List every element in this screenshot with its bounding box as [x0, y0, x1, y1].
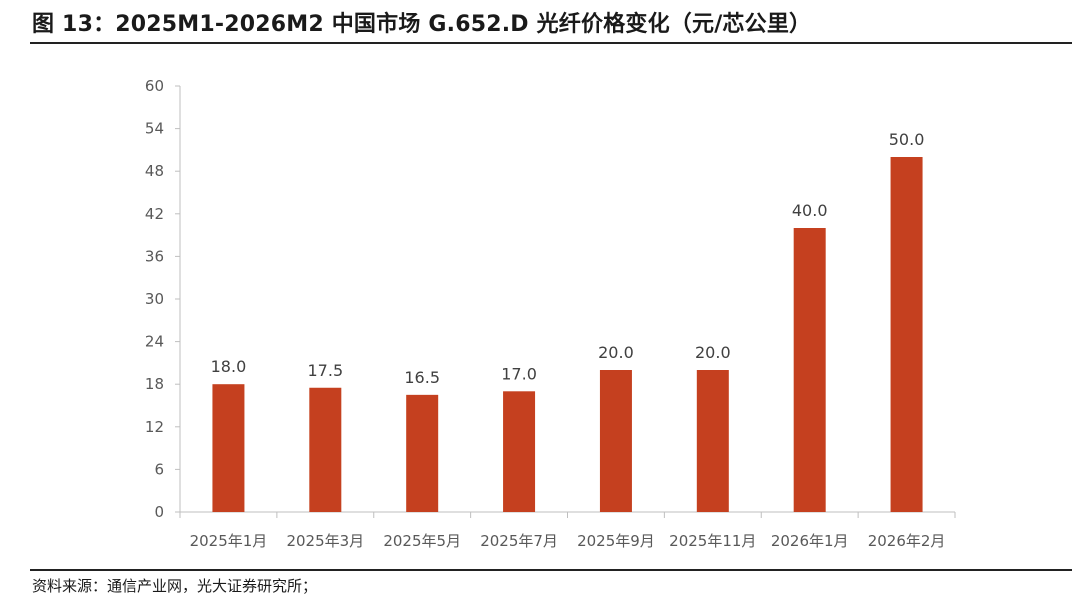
x-tick-label: 2026年1月: [771, 532, 849, 550]
x-tick-label: 2025年1月: [190, 532, 268, 550]
bar: [890, 157, 923, 512]
x-tick-label: 2026年2月: [868, 532, 946, 550]
y-tick-label: 18: [145, 375, 164, 393]
x-tick-label: 2025年5月: [383, 532, 461, 550]
y-tick-label: 12: [145, 418, 164, 436]
y-tick-label: 42: [145, 205, 164, 223]
x-tick-label: 2025年9月: [577, 532, 655, 550]
y-tick-label: 30: [145, 290, 164, 308]
bar-series: [212, 157, 923, 512]
x-tick-label: 2025年7月: [480, 532, 558, 550]
data-label: 40.0: [792, 201, 828, 220]
data-label: 18.0: [211, 357, 247, 376]
y-tick-label: 6: [154, 460, 164, 478]
data-label: 17.5: [308, 361, 344, 380]
data-label: 50.0: [889, 130, 925, 149]
x-axis: 2025年1月 2025年3月 2025年5月 2025年7月 2025年9月 2025年…: [179, 511, 956, 550]
data-label: 17.0: [501, 364, 537, 383]
bar: [406, 394, 439, 512]
y-tick-label: 48: [145, 162, 164, 180]
y-tick-label: 24: [145, 333, 164, 351]
x-tick-label: 2025年3月: [286, 532, 364, 550]
y-tick-label: 60: [145, 77, 164, 95]
figure-title: 图 13：2025M1-2026M2 中国市场 G.652.D 光纤价格变化（元…: [32, 12, 812, 37]
y-axis: 0 6 12 18 24 30 36 42 48 54 60: [145, 77, 181, 521]
bar: [503, 391, 536, 512]
bar: [793, 228, 826, 512]
data-label: 20.0: [598, 343, 634, 362]
data-label: 20.0: [695, 343, 731, 362]
source-divider: [30, 569, 1072, 571]
title-divider: [30, 42, 1072, 44]
bar: [212, 384, 245, 512]
bar: [599, 370, 632, 512]
y-tick-label: 54: [145, 120, 164, 138]
source-note: 资料来源：通信产业网，光大证券研究所；: [32, 577, 318, 595]
x-tick-label: 2025年11月: [669, 532, 756, 550]
y-tick-label: 0: [154, 503, 164, 521]
bar: [696, 370, 729, 512]
data-label: 16.5: [404, 368, 440, 387]
data-labels: 18.0 17.5 16.5 17.0 20.0 20.0 40.0 50.0: [211, 130, 925, 387]
y-tick-label: 36: [145, 247, 164, 265]
bar: [309, 387, 342, 512]
